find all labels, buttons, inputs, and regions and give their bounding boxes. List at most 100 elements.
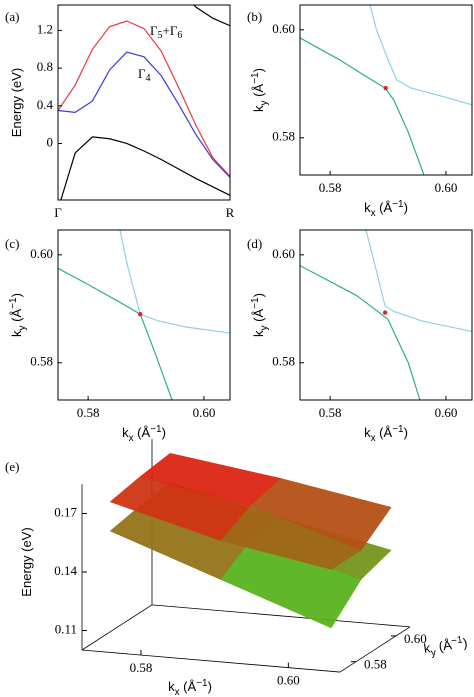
x-tick-label: 0.58 xyxy=(77,405,100,420)
label-part: ) xyxy=(162,425,166,440)
surface-cell xyxy=(250,478,392,551)
curve xyxy=(60,136,230,200)
y-tick-label: 0.58 xyxy=(272,354,295,369)
curve xyxy=(369,5,472,106)
label-part: ) xyxy=(251,293,266,297)
curve xyxy=(58,20,230,177)
panel-label: (d) xyxy=(247,236,262,251)
y-tick-label: 0.58 xyxy=(364,657,387,672)
x-tick-label: R xyxy=(226,205,235,220)
label-part: −1 xyxy=(196,678,208,689)
y-tick-label: 0.60 xyxy=(272,246,295,261)
rich-label: kx​ (Å−1​) xyxy=(364,424,408,444)
label-part: +Γ xyxy=(163,23,178,38)
rich-label: Γ5​+Γ6​ xyxy=(150,23,182,41)
axes-box xyxy=(299,4,473,176)
curve xyxy=(300,37,425,175)
curve xyxy=(300,265,421,400)
panel-label: (c) xyxy=(5,236,19,251)
y-tick-label: 0.60 xyxy=(272,21,295,36)
panel-label: (b) xyxy=(247,9,262,24)
label-part: Energy (eV) xyxy=(19,527,34,596)
label-part: ) xyxy=(462,635,468,650)
y-tick-label: 0.4 xyxy=(37,97,54,112)
rich-label: Energy (eV) xyxy=(19,527,34,596)
y-tick-label: 1.2 xyxy=(37,21,53,36)
label-part: −1 xyxy=(250,297,261,309)
axis-edge xyxy=(151,604,410,628)
x-tick-label: 0.60 xyxy=(277,673,300,688)
curve xyxy=(58,51,230,178)
z-tick-label: 0.11 xyxy=(55,621,77,636)
label-part: ) xyxy=(404,425,408,440)
y-tick-label: 0.58 xyxy=(272,129,295,144)
point xyxy=(138,311,143,317)
axes-box xyxy=(57,4,231,201)
label-part: k xyxy=(168,679,175,694)
label-part: Γ xyxy=(150,23,158,38)
label-part: x xyxy=(371,433,376,444)
label-part: x xyxy=(129,433,134,444)
label-part: (Å xyxy=(9,308,24,325)
rich-label: ky​ (Å−1​) xyxy=(423,634,469,660)
label-part: −1 xyxy=(450,634,463,647)
y-tick-label: 0.8 xyxy=(37,59,53,74)
curve xyxy=(193,5,230,27)
label-part: y xyxy=(17,325,28,330)
rich-label: kx​ (Å−1​) xyxy=(168,678,212,697)
panel-label: (a) xyxy=(5,9,19,24)
label-part: k xyxy=(364,200,371,215)
axis-edge xyxy=(81,649,340,673)
label-part: (Å xyxy=(376,200,393,215)
y-tick-label: 0.60 xyxy=(404,631,427,646)
axes-box xyxy=(299,229,473,401)
rich-label: ky​ (Å−1​) xyxy=(8,293,28,337)
x-tick-label: 0.58 xyxy=(319,405,342,420)
axes-box xyxy=(57,229,231,401)
label-part: k xyxy=(251,105,266,112)
x-tick-label: 0.60 xyxy=(193,405,216,420)
point xyxy=(382,310,388,315)
y-tick-label: 0 xyxy=(47,134,54,149)
z-tick-label: 0.17 xyxy=(54,504,77,519)
x-tick-label: Γ xyxy=(54,205,62,220)
label-part: 4 xyxy=(146,73,151,84)
rich-label: ky​ (Å−1​) xyxy=(250,293,270,337)
label-part: k xyxy=(364,425,371,440)
label-part: y xyxy=(259,325,270,330)
rich-label: ky​ (Å−1​) xyxy=(250,68,270,112)
rich-label: kx​ (Å−1​) xyxy=(122,424,166,444)
label-part: ) xyxy=(9,293,24,297)
label-part: x xyxy=(371,208,376,219)
x-tick-label: 0.58 xyxy=(319,180,342,195)
label-part: ) xyxy=(208,679,212,694)
curve xyxy=(365,230,472,333)
rich-label: Γ4​ xyxy=(138,66,151,84)
point xyxy=(383,85,388,91)
label-part: y xyxy=(430,647,436,659)
label-part: y xyxy=(259,100,270,105)
y-tick-label: 0.58 xyxy=(30,354,53,369)
label-part: −1 xyxy=(150,424,162,435)
label-part: Γ xyxy=(138,66,146,81)
rich-label: Energy (eV) xyxy=(9,68,24,137)
rich-label: kx​ (Å−1​) xyxy=(364,199,408,219)
axis-edge xyxy=(81,604,153,651)
axis-edge xyxy=(339,626,411,673)
z-tick-label: 0.14 xyxy=(54,563,77,578)
label-part: (Å xyxy=(376,425,393,440)
panel-label: (e) xyxy=(5,459,19,474)
label-part: −1 xyxy=(8,297,19,309)
label-part: 6 xyxy=(177,30,182,41)
x-tick-label: 0.60 xyxy=(435,405,458,420)
label-part: Energy (eV) xyxy=(9,68,24,137)
label-part: k xyxy=(9,330,24,337)
label-part: (Å xyxy=(434,638,453,655)
x-tick-label: 0.60 xyxy=(435,180,458,195)
label-part: (Å xyxy=(180,679,197,694)
label-part: ) xyxy=(404,200,408,215)
label-part: k xyxy=(423,641,432,657)
label-part: 5 xyxy=(158,30,163,41)
label-part: (Å xyxy=(251,308,266,325)
curve xyxy=(58,267,173,400)
